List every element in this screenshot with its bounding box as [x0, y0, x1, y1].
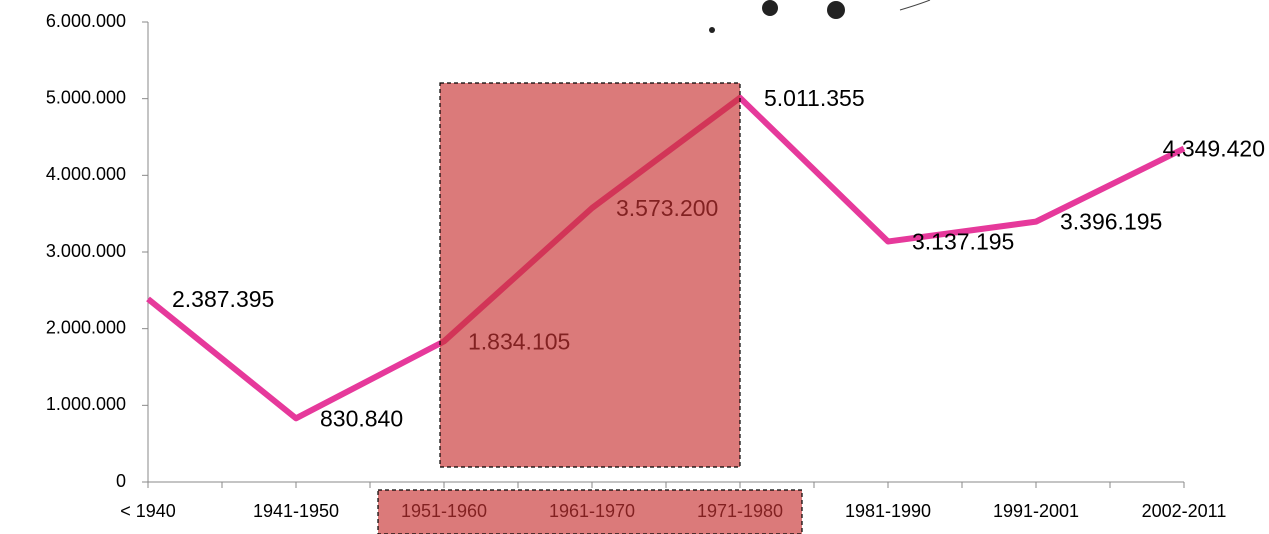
decoration — [709, 0, 930, 33]
data-label: 3.137.195 — [912, 229, 1014, 255]
y-tick-label: 0 — [116, 471, 126, 491]
data-label: 4.349.420 — [1163, 136, 1265, 162]
highlight-box — [440, 83, 740, 467]
icon — [827, 1, 845, 19]
data-label: 3.396.195 — [1060, 209, 1162, 235]
y-tick-label: 3.000.000 — [46, 241, 126, 261]
y-tick-label: 2.000.000 — [46, 317, 126, 337]
icon — [709, 27, 715, 33]
y-tick-label: 6.000.000 — [46, 11, 126, 31]
x-tick-label: 1981-1990 — [845, 501, 931, 521]
x-tick-label: 1941-1950 — [253, 501, 339, 521]
data-label: 5.011.355 — [764, 85, 865, 111]
x-tick-label: 2002-2011 — [1142, 501, 1227, 521]
y-tick-label: 4.000.000 — [46, 164, 126, 184]
x-tick-label: < 1940 — [120, 501, 176, 521]
y-tick-label: 1.000.000 — [46, 394, 126, 414]
data-label: 830.840 — [320, 405, 403, 431]
chart: 0 1.000.000 2.000.000 3.000.000 4.000.000 5.0… — [0, 0, 1269, 534]
highlight-label-box — [378, 490, 802, 534]
icon — [900, 0, 930, 10]
y-tick-label: 5.000.000 — [46, 87, 126, 107]
data-label: 2.387.395 — [172, 286, 274, 312]
x-tick-label: 1991-2001 — [993, 501, 1079, 521]
icon — [762, 0, 778, 16]
